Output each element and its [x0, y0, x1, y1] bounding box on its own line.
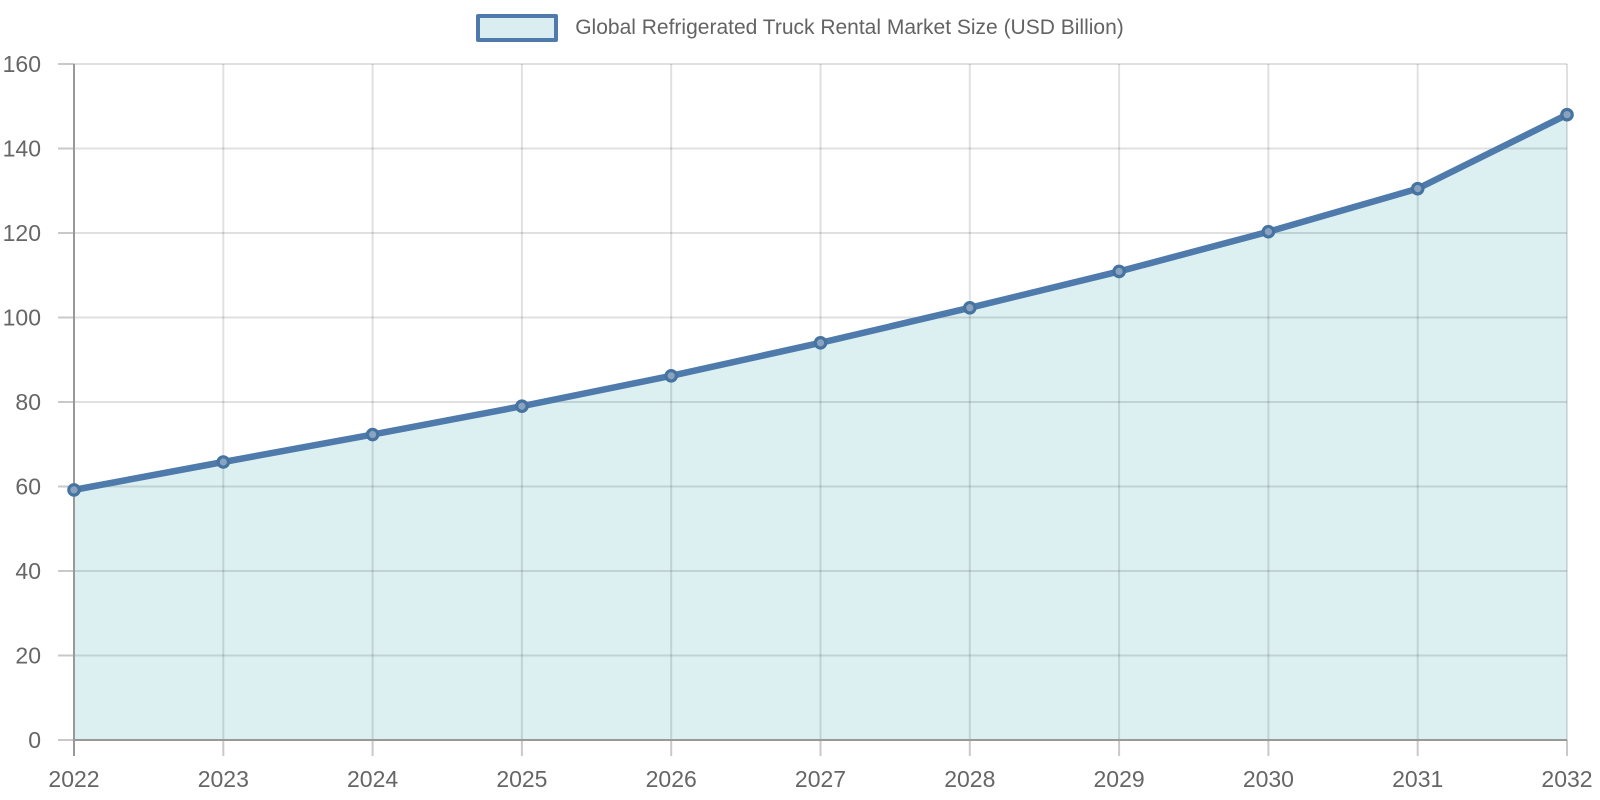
x-axis-label: 2027 [795, 766, 846, 792]
y-axis-label: 60 [15, 473, 41, 499]
y-axis-label: 120 [3, 220, 41, 246]
y-axis-label: 80 [15, 389, 41, 415]
data-point-marker [962, 300, 977, 315]
area-fill [74, 114, 1567, 740]
x-axis-label: 2023 [198, 766, 249, 792]
x-axis-label: 2024 [347, 766, 398, 792]
x-axis-label: 2029 [1094, 766, 1145, 792]
x-axis-label: 2031 [1392, 766, 1443, 792]
data-point-marker [813, 336, 828, 350]
x-axis-label: 2032 [1541, 766, 1592, 792]
series-markers [67, 107, 1574, 497]
data-point-marker [515, 399, 529, 414]
y-axis-label: 20 [15, 642, 41, 668]
legend-label: Global Refrigerated Truck Rental Market … [575, 16, 1124, 39]
x-axis-label: 2030 [1243, 766, 1294, 792]
x-axis-label: 2028 [944, 766, 995, 792]
y-axis-label: 40 [15, 558, 41, 584]
data-point-marker [1261, 224, 1276, 239]
y-axis-label: 160 [3, 51, 41, 77]
data-point-marker [365, 427, 380, 442]
gridlines [58, 63, 1568, 756]
data-point-marker [664, 369, 678, 383]
axes [73, 64, 1567, 756]
y-axis-label: 140 [3, 135, 41, 161]
legend-item[interactable]: Global Refrigerated Truck Rental Market … [0, 14, 1600, 42]
data-point-marker [216, 455, 231, 469]
data-point-marker [1112, 264, 1126, 279]
axis-labels: 0 20 40 60 80 100 120 140 160 2022 2023 2024 2025 202… [3, 51, 1593, 792]
legend-swatch-icon [476, 14, 559, 42]
area-fill-layer [74, 114, 1567, 740]
data-point-marker [1410, 181, 1425, 196]
x-axis-label: 2026 [646, 766, 697, 792]
y-axis-label: 0 [28, 727, 41, 753]
data-point-marker [67, 483, 81, 497]
x-axis-label: 2022 [48, 766, 99, 792]
y-axis-label: 100 [3, 304, 41, 330]
data-point-marker [1560, 107, 1574, 122]
x-axis-label: 2025 [496, 766, 547, 792]
